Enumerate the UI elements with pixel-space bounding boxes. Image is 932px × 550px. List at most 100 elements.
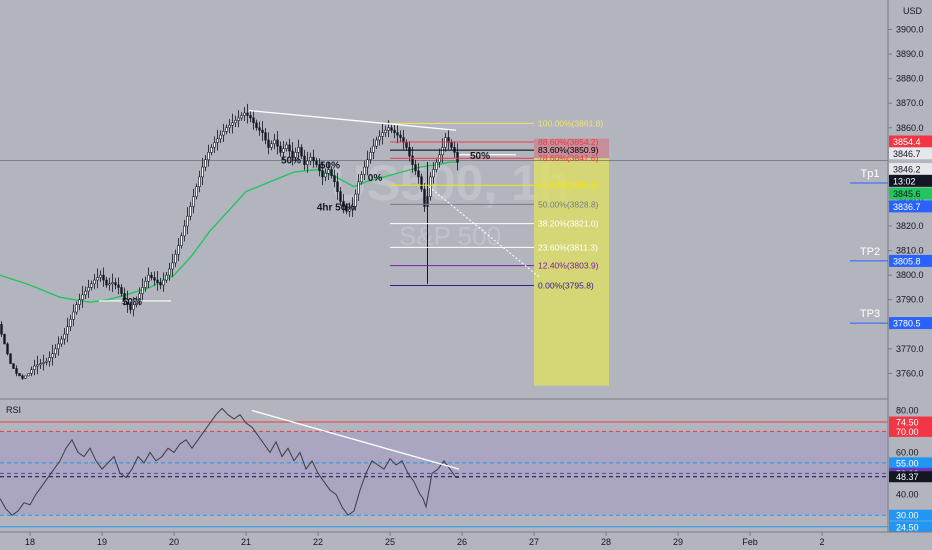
candle-up <box>45 360 48 363</box>
fib-level-label: 88.60%(3854.2) <box>538 137 599 147</box>
fib-level-label: 78.60%(3847.6) <box>538 153 599 163</box>
annotation-text: 50% <box>281 156 301 167</box>
candle-down <box>12 363 15 369</box>
candle-up <box>96 277 99 281</box>
candle-up <box>87 287 90 292</box>
time-axis[interactable]: 18 19 20 21 22 25 26 27 28 29 Feb 2 <box>0 531 932 547</box>
candle-down <box>300 147 303 157</box>
candle-up <box>54 348 57 355</box>
candle-down <box>315 160 318 165</box>
candle-up <box>381 132 384 137</box>
candle-down <box>261 129 264 133</box>
candle-down <box>414 164 417 172</box>
price-axis-label: 3770.0 <box>896 344 924 354</box>
price-label-text: 3836.7 <box>893 202 921 212</box>
time-axis-label: Feb <box>742 537 758 547</box>
price-label-text: 3846.7 <box>893 149 921 159</box>
time-axis-label: 21 <box>241 537 251 547</box>
fib-level-label: 0.00%(3795.8) <box>538 280 594 290</box>
rsi-label-bg <box>889 471 932 483</box>
candle-up <box>93 279 96 285</box>
price-label-text: 13:02 <box>893 176 916 186</box>
currency-label: USD <box>903 6 923 16</box>
trend-line <box>248 109 457 131</box>
candle-up <box>90 283 93 288</box>
candle-down <box>396 132 399 136</box>
candle-down <box>312 156 315 162</box>
candle-up <box>366 159 369 168</box>
drawings[interactable] <box>248 109 541 279</box>
take-profit-text: Tp1 <box>861 168 880 180</box>
time-axis-ticks: 18 19 20 21 22 25 26 27 28 29 Feb 2 <box>25 532 825 547</box>
candle-up <box>192 196 195 207</box>
rsi-label: RSI <box>6 405 21 415</box>
candle-up <box>135 299 138 305</box>
candle-up <box>378 136 381 141</box>
candle-up <box>354 193 357 207</box>
time-axis-label: 27 <box>529 537 539 547</box>
price-label-bg <box>889 135 932 148</box>
candle-up <box>147 274 150 282</box>
rsi-label-bg <box>889 509 932 521</box>
rsi-pane[interactable]: RSI <box>0 405 888 528</box>
candle-down <box>330 169 333 176</box>
time-axis-label: 2 <box>819 537 824 547</box>
candle-up <box>60 338 63 345</box>
candle-down <box>318 164 321 172</box>
fibonacci-retracement[interactable]: 100.00%(3861.8) 88.60%(3854.2)83.60%(3850… <box>390 118 603 290</box>
candle-up <box>273 139 276 145</box>
candle-down <box>150 274 153 278</box>
candle-up <box>72 311 75 320</box>
time-axis-label: 26 <box>457 537 467 547</box>
candle-up <box>84 290 87 296</box>
annotation-text: 4hr 50% <box>317 202 355 213</box>
candle-down <box>114 282 117 286</box>
time-axis-label: 29 <box>673 537 683 547</box>
candle-up <box>435 161 438 170</box>
candle-up <box>48 357 51 362</box>
price-axis-label: 3880.0 <box>896 74 924 84</box>
candle-up <box>162 279 165 286</box>
price-candles <box>0 103 459 380</box>
price-label-bg <box>889 187 932 200</box>
candle-up <box>132 304 135 310</box>
candle-up <box>270 143 273 148</box>
candle-down <box>291 150 294 158</box>
short-position-tool[interactable] <box>0 138 888 386</box>
candle-down <box>246 112 249 116</box>
candle-up <box>306 160 309 165</box>
fib-level-label: 100.00%(3861.8) <box>538 118 603 128</box>
moving-average <box>0 161 459 303</box>
price-axis[interactable]: USD 3760.03770.03780.03790.03800.03810.0… <box>850 0 932 533</box>
main-pane[interactable]: US500, 1h S&P 500 100.00%(3861.8) 88.60%(… <box>0 0 888 398</box>
rsi-indicator <box>0 407 888 528</box>
candle-down <box>267 139 270 148</box>
price-label-bg <box>889 174 932 187</box>
candle-down <box>102 274 105 281</box>
candle-up <box>81 294 84 301</box>
fib-level-label: 23.60%(3811.3) <box>538 242 598 252</box>
candle-down <box>252 117 255 124</box>
rsi-trend-line <box>251 409 460 470</box>
candle-up <box>294 152 297 158</box>
candle-up <box>51 353 54 358</box>
candle-down <box>255 122 258 129</box>
rsi-label-text: 30.00 <box>896 511 919 521</box>
fib-level-label: 50.00%(3828.8) <box>538 199 599 209</box>
candle-up <box>30 369 33 374</box>
candle-up <box>27 373 30 377</box>
candle-up <box>348 208 351 212</box>
time-axis-label: 20 <box>169 537 179 547</box>
candle-up <box>99 274 102 278</box>
candle-down <box>249 115 252 119</box>
candle-up <box>324 172 327 178</box>
candle-up <box>24 375 27 379</box>
candle-down <box>345 206 348 212</box>
fib-level-label: 12.40%(3803.9) <box>538 261 599 271</box>
candle-down <box>126 299 129 305</box>
candle-up <box>285 144 288 149</box>
rsi-label-bg <box>889 521 932 533</box>
take-profit-zone <box>534 158 609 386</box>
moving-average-line <box>0 161 459 303</box>
